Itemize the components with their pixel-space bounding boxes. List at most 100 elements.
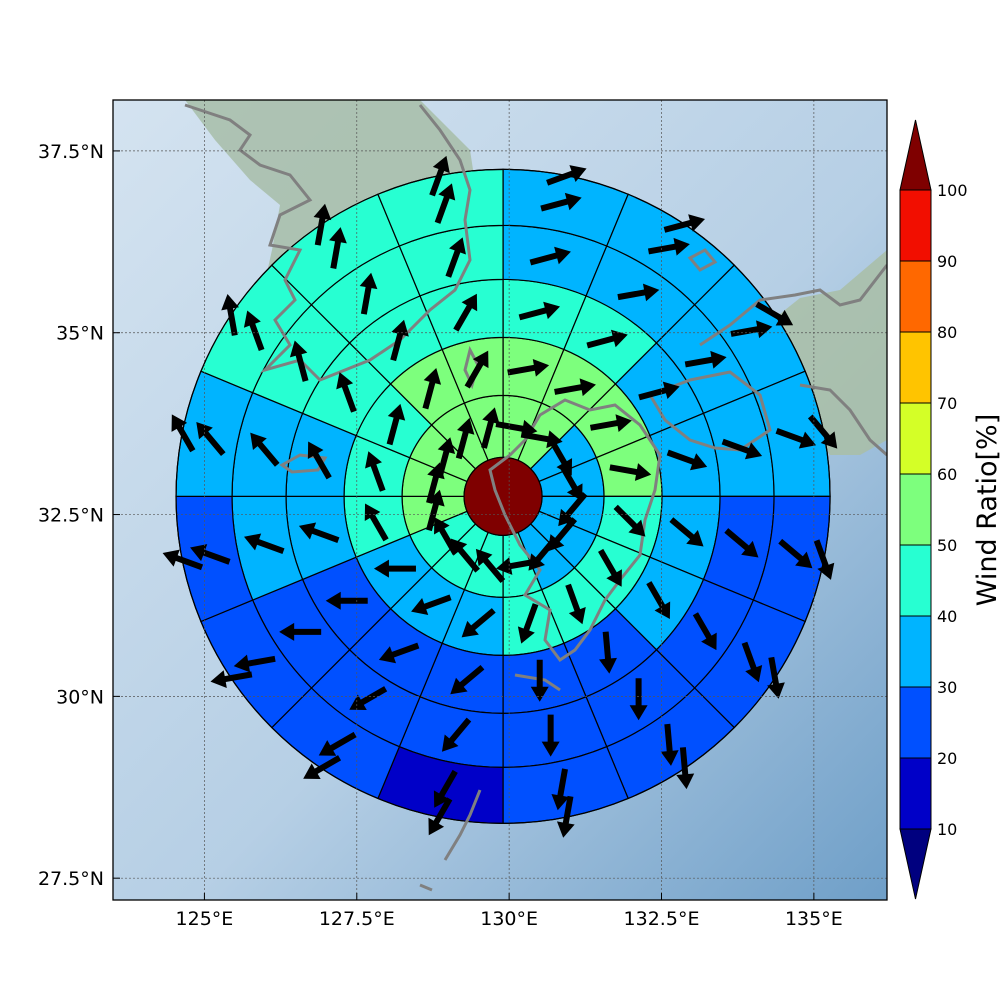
wind-arrow-ring4-16 bbox=[445, 237, 466, 278]
wind-arrow-ring3-15 bbox=[390, 319, 409, 362]
wind-arrow-ring6-15 bbox=[313, 203, 332, 246]
wind-arrow-ring6-5 bbox=[813, 539, 835, 580]
x-tick-label-3: 132.5°E bbox=[624, 908, 700, 930]
wind-arrow-ring4-7 bbox=[629, 678, 648, 721]
oki-coastline bbox=[687, 248, 718, 272]
wind-arrow-ring3-14 bbox=[336, 372, 357, 413]
sector-ring6-12 bbox=[175, 496, 202, 622]
wind-arrow-ring6-9 bbox=[428, 797, 453, 836]
wind-arrow-ring3-2 bbox=[586, 329, 628, 349]
wind-arrow-ring1-14 bbox=[436, 437, 456, 479]
colorbar-band-5 bbox=[900, 403, 931, 474]
wind-arrow-ring1-9 bbox=[475, 548, 506, 584]
colorbar-tick-50: 50 bbox=[937, 536, 957, 555]
wind-arrow-ring2-14 bbox=[386, 403, 406, 446]
wind-arrow-ring6-11 bbox=[210, 670, 253, 688]
sector-ring6-11 bbox=[200, 621, 273, 729]
graticule bbox=[113, 100, 887, 900]
honshu-coastline bbox=[699, 264, 887, 457]
wind-arrow-ring3-9 bbox=[450, 664, 485, 695]
wind-arrow-ring5-5 bbox=[778, 538, 813, 569]
wind-arrow-ring1-11 bbox=[434, 517, 458, 555]
x-tick-label-2: 130°E bbox=[480, 908, 538, 930]
wind-arrow-ring5-10 bbox=[318, 731, 357, 756]
colorbar-tick-80: 80 bbox=[937, 323, 957, 342]
wind-arrow-ring6-8 bbox=[556, 795, 575, 838]
colorbar-band-8 bbox=[900, 190, 931, 261]
wind-arrow-ring2-5 bbox=[613, 504, 646, 537]
kyushu-coastline bbox=[488, 398, 662, 663]
wind-arrow-ring2-1 bbox=[507, 358, 550, 377]
wind-arrow-ring3-12 bbox=[298, 522, 340, 544]
wind-arrow-ring2-12 bbox=[364, 503, 389, 542]
wind-arrow-ring6-4 bbox=[807, 414, 838, 449]
wind-arrow-ring2-10 bbox=[411, 594, 452, 615]
wind-arrow-ring5-12 bbox=[190, 544, 231, 565]
wind-arrow-ring5-7 bbox=[660, 723, 679, 766]
wind-ratio-sectors bbox=[175, 168, 831, 824]
wind-arrow-ring5-9 bbox=[433, 769, 458, 808]
wind-arrow-ring2-4 bbox=[609, 463, 652, 481]
wind-arrow-ring4-1 bbox=[529, 246, 571, 266]
wind-arrow-ring5-15 bbox=[329, 227, 347, 269]
wind-arrow-ring6-3 bbox=[755, 301, 794, 326]
shikoku-coastline bbox=[647, 370, 772, 452]
colorbar-band-2 bbox=[900, 616, 931, 687]
wind-arrow-ring6-6 bbox=[767, 656, 785, 699]
sector-ring6-10 bbox=[271, 727, 379, 800]
colorbar-tick-10: 10 bbox=[937, 820, 957, 839]
wind-arrow-ring4-15 bbox=[359, 272, 378, 315]
wind-arrow-ring6-2 bbox=[663, 214, 706, 233]
x-axis-ticks: 125°E 127.5°E 130°E 132.5°E 135°E bbox=[176, 893, 843, 930]
wind-arrow-ring3-10 bbox=[378, 642, 420, 664]
colorbar-band-1 bbox=[900, 687, 931, 758]
wind-arrow-ring2-3 bbox=[589, 414, 632, 432]
wind-arrow-ring1-15 bbox=[455, 417, 475, 460]
wind-arrow-ring3-5 bbox=[669, 517, 704, 547]
x-tick-label-4: 135°E bbox=[785, 908, 843, 930]
colorbar-tick-100: 100 bbox=[937, 181, 968, 200]
x-tick-label-1: 127.5°E bbox=[319, 908, 395, 930]
wind-arrow-ring6-16 bbox=[429, 155, 450, 197]
y-tick-label-0: 27.5°N bbox=[38, 868, 104, 890]
colorbar-over-arrow bbox=[899, 119, 932, 191]
y-tick-label-4: 37.5°N bbox=[38, 141, 104, 163]
wind-arrow-ring1-5 bbox=[558, 492, 588, 527]
x-tick-label-0: 125°E bbox=[176, 908, 234, 930]
center-disc bbox=[463, 456, 543, 536]
wind-arrow-ring3-13 bbox=[307, 441, 332, 480]
colorbar-tick-70: 70 bbox=[937, 394, 957, 413]
map-panel: 125°E 127.5°E 130°E 132.5°E 135°E 27.5°N 30°N… bbox=[38, 99, 888, 930]
wind-arrow-ring2-11 bbox=[373, 559, 416, 578]
wind-arrow-ring5-16 bbox=[434, 183, 456, 224]
wind-arrow-ring5-4 bbox=[775, 428, 817, 449]
colorbar: 10 20 30 40 50 60 70 80 90 100 bbox=[899, 119, 968, 900]
colorbar-band-7 bbox=[900, 261, 931, 332]
wind-arrow-ring2-8 bbox=[517, 603, 539, 644]
wind-arrow-ring3-3 bbox=[638, 381, 680, 401]
wind-arrow-ring4-12 bbox=[244, 533, 285, 554]
colorbar-band-4 bbox=[900, 474, 931, 545]
colorbar-tick-90: 90 bbox=[937, 252, 957, 271]
sector-ring6-3 bbox=[733, 264, 806, 372]
wind-arrow-ring6-10 bbox=[303, 755, 342, 780]
wind-arrow-ring1-3 bbox=[548, 437, 573, 476]
wind-arrow-ring2-16 bbox=[464, 350, 489, 389]
sector-ring6-14 bbox=[200, 264, 273, 372]
wind-arrow-ring3-4 bbox=[666, 449, 708, 471]
wind-arrow-ring2-9 bbox=[461, 608, 496, 638]
wind-arrow-ring6-7 bbox=[676, 747, 695, 790]
wind-arrow-ring5-14 bbox=[243, 310, 265, 352]
wind-arrow-ring1-4 bbox=[558, 463, 583, 501]
colorbar-label: Wind Ratio[%] bbox=[972, 414, 1000, 606]
wind-arrow-ring5-2 bbox=[647, 237, 690, 256]
wind-arrow-ring3-16 bbox=[453, 293, 478, 332]
map-frame bbox=[112, 99, 888, 901]
wind-arrow-ring5-8 bbox=[551, 768, 570, 811]
sector-ring6-7 bbox=[627, 727, 735, 800]
wind-arrow-ring3-6 bbox=[646, 581, 671, 619]
wind-arrow-ring4-10 bbox=[349, 686, 388, 711]
wind-arrow-ring6-1 bbox=[546, 165, 587, 186]
wind-arrow-ring4-14 bbox=[289, 340, 309, 382]
wind-arrow-ring4-3 bbox=[684, 350, 727, 369]
